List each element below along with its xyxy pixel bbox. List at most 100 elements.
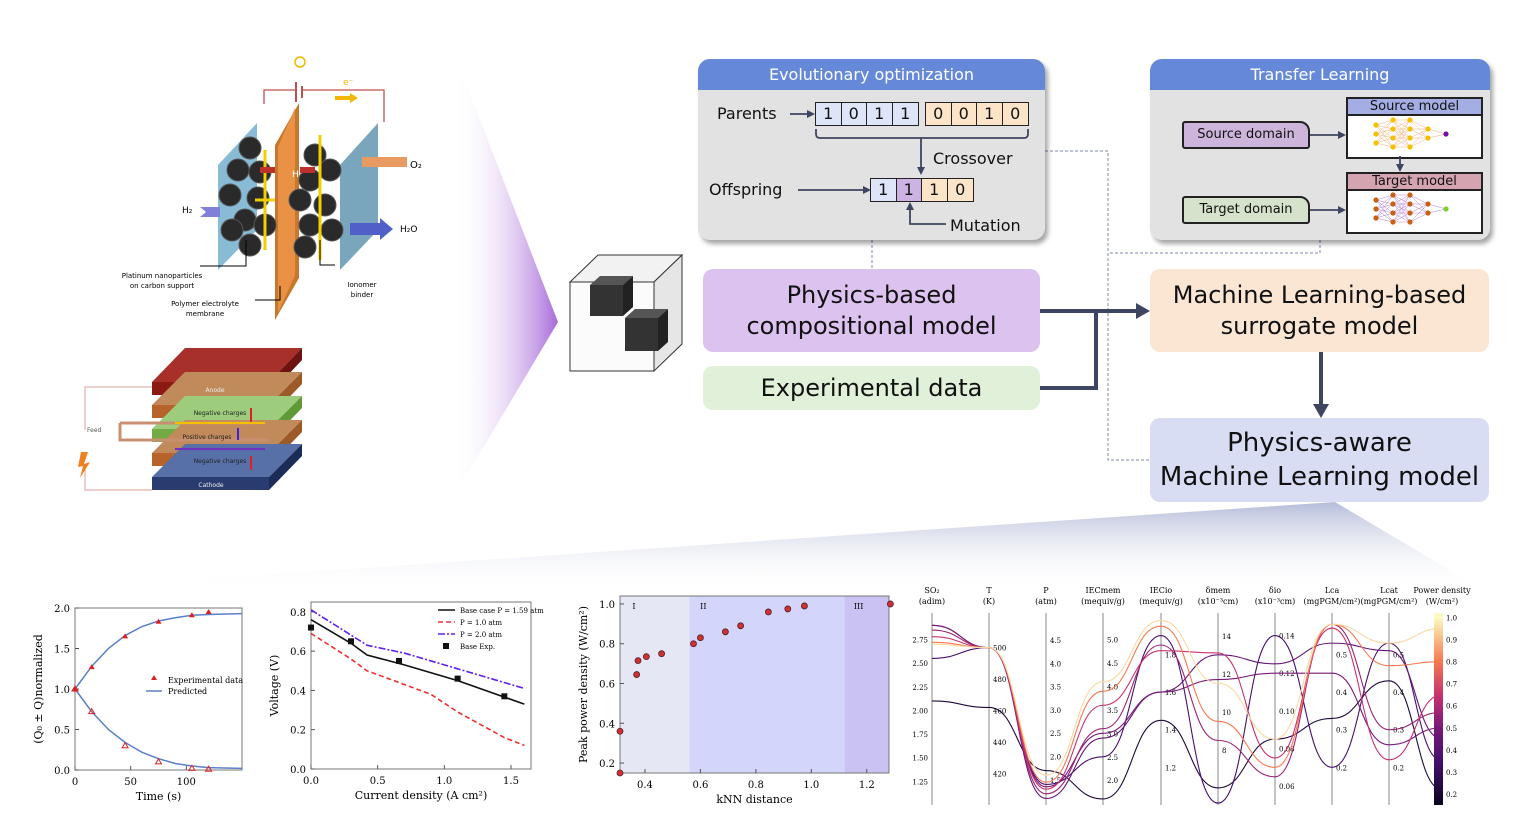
- tick-label: 0.10: [1279, 708, 1295, 716]
- gene: 0: [926, 103, 952, 125]
- axis-name: Lca: [1325, 586, 1340, 595]
- x-tick-label: 0.4: [637, 780, 653, 791]
- transfer-learning-panel: Transfer Learning Source domain Target d…: [1150, 59, 1490, 240]
- source-domain-box: Source domain: [1182, 121, 1310, 149]
- data-point: [633, 671, 641, 678]
- fuel-cell-illustration: e⁻ O₂ H₂ H₂O H⁺ Platinum nanoparticles o…: [122, 56, 422, 320]
- axis-name: δmem: [1206, 586, 1231, 595]
- tick-label: 2.25: [912, 684, 928, 692]
- legend-label: Base case P = 1.59 atm: [460, 607, 544, 615]
- nn-edge: [1409, 203, 1429, 223]
- tick-label: 480: [993, 676, 1006, 684]
- nn-edge: [1409, 128, 1429, 139]
- nn-edge: [1375, 203, 1394, 219]
- gene: 0: [1002, 103, 1028, 125]
- legend-marker: [443, 643, 449, 649]
- svg-text:O₂: O₂: [410, 160, 422, 171]
- physics-based-model-box: Physics-based compositional model: [703, 269, 1040, 352]
- chart-parallel-coordinates: SO₂ (adim) 1.25 1.50 1.75 2.00 2.25 2.50 2.75 T (K…: [912, 586, 1471, 805]
- tick-label: 2.50: [912, 660, 928, 668]
- nn-node: [1407, 144, 1413, 150]
- tick-label: 0.2: [1446, 791, 1457, 799]
- nn-edge: [1409, 194, 1429, 205]
- axis-name: P: [1043, 586, 1049, 595]
- axis-name: IECmem: [1085, 586, 1120, 595]
- nn-node: [1443, 206, 1449, 212]
- gene: 1: [977, 103, 1003, 125]
- chart-polarization-curve: 0.0 0.5 1.0 1.5 0.0 0.2 0.4 0.6 0.8 Current densi…: [268, 601, 544, 802]
- evo-arrows: [790, 110, 1029, 225]
- chart-capacity-vs-time: 0 50 100 0.0 0.5 1.0 1.5 2.0 Time (s) (Q₀ ± Q)nor…: [32, 604, 243, 803]
- legend-label: P = 2.0 atm: [460, 631, 502, 639]
- nn-edge: [1375, 128, 1394, 144]
- region-label: I: [632, 602, 635, 611]
- neural-network-icon: [1373, 192, 1449, 225]
- axis-unit: (x10⁻³cm): [1255, 597, 1295, 606]
- tick-label: 8: [1222, 747, 1226, 755]
- evolutionary-optimization-panel: Evolutionary optimization Parents Offspr…: [698, 59, 1045, 240]
- parallel-line: [931, 619, 1443, 776]
- nn-node: [1390, 219, 1396, 225]
- tick-label: 1.6: [1165, 689, 1177, 697]
- axis-unit: (adim): [919, 597, 945, 606]
- y-tick-label: 0.5: [54, 726, 70, 737]
- tick-label: 0.5: [1446, 725, 1457, 733]
- y-tick-label: 0.6: [599, 680, 615, 691]
- axis-name: δio: [1269, 586, 1281, 595]
- x-tick-label: 50: [124, 777, 137, 788]
- nn-node: [1407, 219, 1413, 225]
- tick-label: 3.5: [1107, 707, 1118, 715]
- nn-node: [1373, 215, 1379, 221]
- svg-text:Platinum nanoparticles: Platinum nanoparticles: [122, 272, 203, 280]
- nn-edge: [1375, 212, 1394, 219]
- x-tick-label: 1.0: [436, 776, 452, 787]
- legend-label: Predicted: [168, 687, 207, 696]
- gene: 1: [867, 103, 893, 125]
- mutation-label: Mutation: [950, 216, 1021, 235]
- y-tick-label: 0.2: [290, 726, 306, 737]
- data-cube-icon: [568, 253, 684, 373]
- experimental-point: [188, 612, 195, 618]
- tick-label: 0.3: [1336, 727, 1347, 735]
- exp-point: [396, 657, 402, 664]
- y-axis-label: Peak power density (W/cm²): [577, 606, 590, 763]
- nn-edge: [1392, 119, 1411, 130]
- experimental-point: [87, 707, 96, 715]
- x-axis-label: Current density (A cm²): [355, 789, 487, 802]
- tick-label: 14: [1222, 633, 1231, 641]
- nn-edge: [1375, 217, 1394, 223]
- axis-unit: (mequiv/g): [1139, 597, 1183, 606]
- nn-node: [1425, 135, 1431, 141]
- data-point: [886, 600, 894, 608]
- legend-label: Experimental data: [168, 676, 243, 685]
- nn-edge: [1427, 208, 1447, 214]
- y-tick-label: 0.8: [599, 640, 615, 651]
- dashed-connectors: [871, 150, 1321, 461]
- x-tick-label: 0: [72, 777, 78, 788]
- tick-label: 0.2: [1336, 764, 1347, 772]
- nn-edge: [1375, 194, 1394, 201]
- tick-label: 0.6: [1446, 703, 1458, 711]
- target-model-box: Target model: [1346, 172, 1483, 234]
- nn-node: [1373, 197, 1379, 203]
- nn-edge: [1409, 128, 1429, 148]
- nn-node: [1373, 122, 1379, 128]
- gene: 1: [892, 103, 918, 125]
- svg-text:Negative charges: Negative charges: [194, 410, 247, 417]
- data-point: [737, 622, 745, 630]
- tick-label: 3.0: [1050, 707, 1061, 715]
- tick-label: 0.12: [1279, 670, 1295, 678]
- nn-edge: [1409, 212, 1429, 223]
- y-tick-label: 0.4: [599, 719, 615, 730]
- axis-unit: (x10⁻³cm): [1198, 597, 1238, 606]
- nn-edge: [1375, 119, 1394, 144]
- gene: 1: [922, 179, 948, 201]
- experimental-point: [72, 686, 78, 691]
- y-axis-label: Voltage (V): [268, 655, 281, 718]
- tick-label: 4.0: [1050, 660, 1061, 668]
- nn-node: [1390, 210, 1396, 216]
- data-point: [616, 769, 624, 777]
- nn-node: [1373, 131, 1379, 137]
- zoom-wedge-left: [455, 55, 558, 495]
